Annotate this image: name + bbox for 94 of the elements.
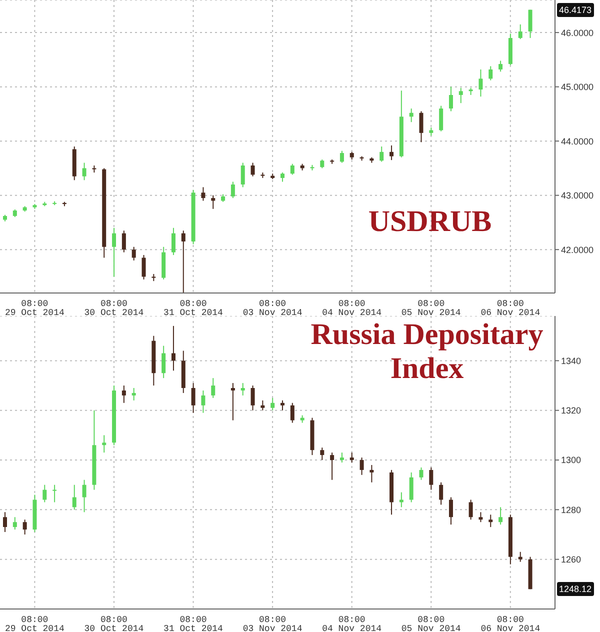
candlestick [181,230,186,293]
candlestick [419,466,424,480]
candlestick [330,452,334,480]
candlestick [211,378,216,398]
candlestick [390,144,394,161]
candlestick [409,108,414,123]
candlestick [230,181,235,199]
x-tick-label: 08:00 06 Nov 2014 [480,299,540,318]
candlestick [132,388,136,401]
candlestick [42,484,47,503]
candlestick [122,230,126,253]
candlestick [488,514,493,528]
y-tick-label: 44.0000 [561,136,594,146]
candlestick [498,506,503,526]
y-tick-label: 1260 [561,554,582,565]
candlestick [191,382,196,414]
y-tick-label: 1300 [561,455,582,466]
candlestick [82,479,86,513]
candlestick [498,60,503,72]
x-tick-label: 08:00 31 Oct 2014 [164,615,223,632]
candlestick [448,86,453,112]
candlestick [448,496,453,526]
candlestick [340,150,344,164]
candlestick [320,447,324,461]
candlestick [211,194,216,210]
candlestick [72,484,76,510]
candlestick [518,24,522,40]
candlestick [380,146,384,162]
y-tick-label: 46.0000 [561,28,594,38]
x-tick-label: 08:00 05 Nov 2014 [401,299,461,318]
candlestick [112,227,116,278]
candlestick [478,68,483,98]
annotation: 1248.12 [557,582,594,596]
candlestick [290,163,294,176]
text: USDRUB [367,205,493,239]
candlestick [290,402,294,424]
y-tick-label: 43.0000 [561,190,594,201]
x-tick-label: 08:00 03 Nov 2014 [242,615,302,632]
candlestick [250,385,255,411]
x-tick-label: 08:00 31 Oct 2014 [164,299,223,318]
candlestick [240,162,245,188]
x-tick-label: 08:00 06 Nov 2014 [480,615,540,632]
candlestick [280,400,284,411]
candlestick [82,162,86,181]
x-tick-label: 08:00 30 Oct 2014 [84,299,144,318]
annotation: 46.4173 [557,2,594,17]
x-tick-label: 08:00 04 Nov 2014 [322,299,382,318]
candlestick [280,172,284,182]
candlestick [12,516,17,530]
candlestick [429,466,434,490]
y-tick-label: 1340 [561,356,582,366]
y-tick-label: 45.0000 [561,82,594,92]
x-tick-label: 08:00 29 Oct 2014 [4,615,64,632]
candlestick [370,464,374,483]
candlestick [240,382,245,396]
y-tick-label: 42.0000 [561,244,594,255]
candlestick [340,452,344,463]
candlestick [171,227,176,256]
candlestick [142,254,146,280]
candlestick [132,246,136,261]
candlestick [419,110,424,143]
candlestick [458,87,463,104]
candlestick [122,385,126,404]
candlestick [201,186,206,202]
x-tick-label: 08:00 04 Nov 2014 [322,615,382,632]
candlestick [399,492,404,508]
candlestick [439,105,444,132]
y-tick-label: 1320 [561,406,582,416]
x-tick-label: 08:00 30 Oct 2014 [84,615,144,632]
y-tick-label: 1280 [561,504,582,515]
candlestick [260,400,265,411]
candlestick [3,512,7,533]
candlestick [360,457,364,476]
candlestick [439,482,444,506]
x-tick-label: 08:00 03 Nov 2014 [242,299,302,318]
x-tick-label: 08:00 05 Nov 2014 [401,615,461,632]
candlestick [52,484,57,503]
candlestick [162,345,166,379]
text: Russia Depositary Index [310,318,544,386]
candlestick [171,325,176,372]
candlestick [230,382,235,421]
x-tick-label: 08:00 29 Oct 2014 [4,299,64,318]
candlestick [518,551,522,562]
candlestick [22,519,27,536]
candlestick [409,472,414,503]
candlestick [478,512,483,523]
candlestick [488,66,493,81]
candlestick [468,499,473,520]
candlestick [201,390,206,414]
candlestick [528,9,532,38]
candlestick [270,397,275,411]
candlestick [102,434,106,454]
candlestick [350,452,354,463]
candlestick [250,162,255,177]
